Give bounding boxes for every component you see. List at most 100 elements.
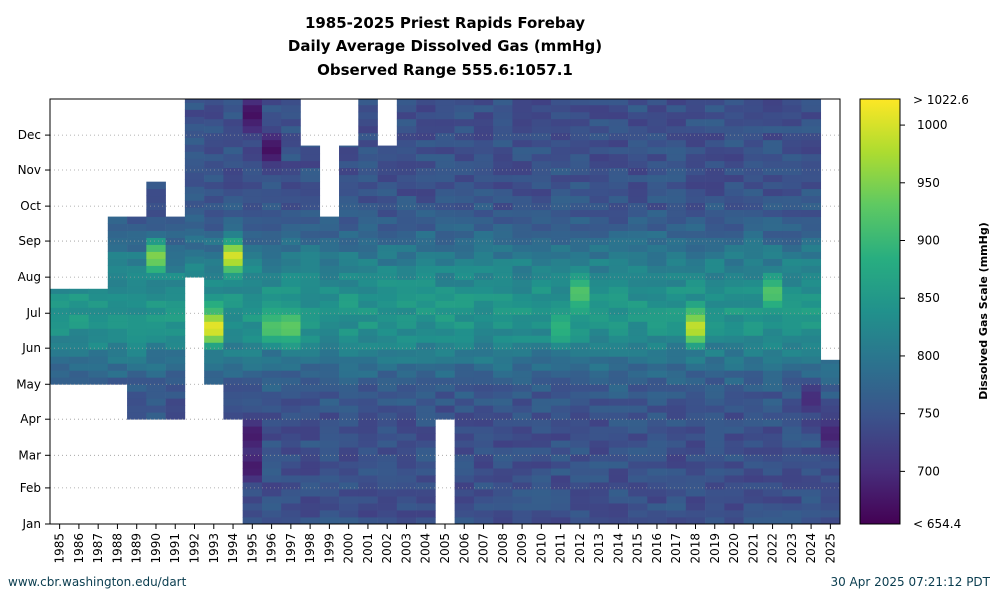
heatmap-cell (743, 489, 764, 497)
heatmap-cell (512, 244, 533, 252)
heatmap-cell (512, 153, 533, 162)
heatmap-cell (454, 405, 475, 413)
heatmap-cell (242, 482, 263, 490)
heatmap-cell (377, 258, 398, 266)
heatmap-cell (801, 482, 822, 490)
heatmap-cell (724, 475, 744, 483)
heatmap-cell (647, 293, 667, 301)
heatmap-cell (377, 391, 398, 399)
heatmap-cell (204, 265, 224, 273)
heatmap-cell (223, 160, 243, 169)
heatmap-cell (204, 146, 224, 155)
heatmap-cell (493, 265, 513, 273)
heatmap-cell (647, 125, 667, 134)
x-tick-label-1987: 1987 (91, 533, 105, 564)
heatmap-cell (743, 209, 764, 218)
heatmap-cell (762, 300, 783, 308)
heatmap-cell (666, 454, 687, 462)
heatmap-cell (512, 363, 533, 371)
heatmap-cell (628, 377, 648, 385)
heatmap-cell (762, 202, 783, 211)
heatmap-cell (512, 426, 533, 434)
heatmap-cell (242, 335, 263, 343)
footer-source-link[interactable]: www.cbr.washington.edu/dart (8, 575, 187, 589)
heatmap-cell (146, 244, 166, 252)
heatmap-cell (589, 272, 610, 280)
x-tick-label-2007: 2007 (477, 533, 491, 564)
heatmap-cell (820, 433, 841, 441)
heatmap-cell (242, 384, 263, 392)
heatmap-cell (589, 265, 610, 273)
heatmap-cell (512, 251, 533, 259)
heatmap-cell (589, 160, 610, 169)
heatmap-cell (242, 328, 263, 336)
heatmap-cell (743, 391, 764, 399)
heatmap-cell (762, 426, 783, 434)
colorbar-axis-label: Dissolved Gas Scale (mmHg) (977, 222, 990, 399)
heatmap-cell (570, 433, 590, 441)
heatmap-cell (512, 335, 533, 343)
heatmap-cell (223, 377, 243, 385)
heatmap-cell (666, 363, 687, 371)
heatmap-cell (570, 188, 590, 197)
heatmap-cell (589, 335, 610, 343)
heatmap-cell (223, 370, 243, 378)
heatmap-cell (146, 321, 166, 329)
heatmap-cell (762, 244, 783, 252)
heatmap-cell (358, 293, 378, 301)
heatmap-cell (416, 153, 436, 162)
heatmap-cell (782, 195, 802, 204)
heatmap-cell (396, 482, 417, 490)
heatmap-cell (685, 503, 706, 511)
heatmap-cell (685, 496, 706, 504)
heatmap-cell (801, 328, 822, 336)
heatmap-column-2025 (820, 359, 841, 525)
heatmap-cell (647, 230, 667, 238)
heatmap-cell (261, 335, 282, 343)
heatmap-cell (127, 377, 147, 385)
heatmap-cell (358, 363, 378, 371)
heatmap-cell (281, 244, 301, 252)
heatmap-cell (396, 258, 417, 266)
colorbar-tick-label-800: 800 (917, 349, 940, 363)
heatmap-cell (628, 146, 648, 155)
heatmap-cell (204, 216, 224, 224)
heatmap-cell (435, 104, 455, 113)
heatmap-cell (685, 132, 706, 141)
heatmap-cell (319, 258, 340, 266)
heatmap-cell (647, 489, 667, 497)
heatmap-cell (454, 440, 475, 448)
heatmap-cell (396, 433, 417, 441)
heatmap-cell (396, 293, 417, 301)
heatmap-cell (416, 237, 436, 245)
heatmap-cell (146, 300, 166, 308)
heatmap-cell (628, 118, 648, 127)
heatmap-cell (666, 251, 687, 259)
heatmap-cell (705, 461, 725, 469)
heatmap-cell (396, 461, 417, 469)
heatmap-cell (473, 377, 494, 385)
heatmap-cell (319, 482, 340, 490)
heatmap-cell (743, 146, 764, 155)
heatmap-cell (628, 468, 648, 476)
heatmap-cell (782, 216, 802, 224)
heatmap-cell (473, 293, 494, 301)
heatmap-cell (146, 251, 166, 259)
heatmap-cell (762, 111, 783, 120)
heatmap-cell (666, 517, 687, 525)
heatmap-cell (473, 160, 494, 169)
heatmap-cell (319, 307, 340, 315)
heatmap-cell (50, 370, 70, 378)
heatmap-cell (377, 482, 398, 490)
heatmap-cell (473, 111, 494, 120)
x-tick-label-2024: 2024 (804, 533, 818, 564)
heatmap-cell (358, 419, 378, 427)
heatmap-cell (319, 237, 340, 245)
heatmap-cell (743, 202, 764, 211)
heatmap-cell (647, 111, 667, 120)
heatmap-cell (223, 398, 243, 406)
heatmap-cell (454, 258, 475, 266)
heatmap-cell (762, 307, 783, 315)
heatmap-cell (705, 258, 725, 266)
heatmap-cell (184, 116, 205, 124)
